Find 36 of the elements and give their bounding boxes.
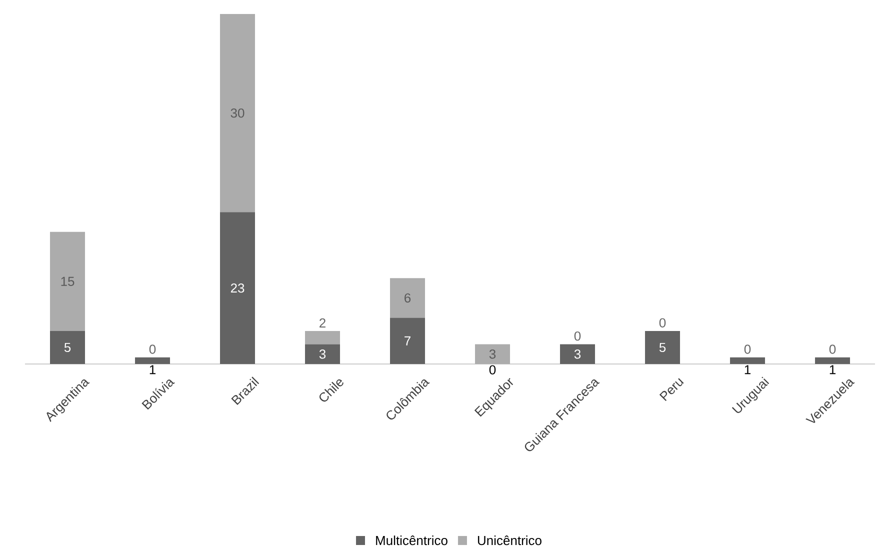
- data-label: 3: [574, 349, 581, 358]
- data-label: 3: [319, 349, 326, 358]
- data-label: 0: [574, 331, 581, 340]
- legend-label: Multicêntrico: [376, 535, 448, 545]
- bar: [305, 344, 340, 364]
- bar: [390, 318, 426, 364]
- data-label: 0: [149, 344, 156, 354]
- data-label: 0: [489, 364, 496, 374]
- bar: [475, 344, 510, 364]
- data-label: 1: [744, 364, 751, 374]
- data-label: 0: [659, 318, 666, 328]
- data-label: 23: [230, 283, 244, 292]
- bar: [220, 212, 256, 364]
- bar: [390, 278, 426, 318]
- bar: [305, 330, 340, 344]
- legend-label: Unicêntrico: [478, 535, 542, 545]
- data-label: 3: [489, 349, 496, 358]
- bar: [135, 357, 170, 364]
- data-label: 15: [61, 276, 74, 286]
- data-label: 5: [659, 342, 666, 352]
- data-label: 7: [404, 336, 410, 346]
- bar: [815, 357, 850, 364]
- bar: [50, 330, 86, 364]
- bar: [730, 357, 766, 364]
- data-label: 5: [64, 342, 71, 352]
- data-label: 30: [230, 108, 244, 118]
- bar: [220, 14, 256, 212]
- data-label: 1: [150, 364, 156, 374]
- data-label: 1: [830, 364, 836, 374]
- bar: [560, 344, 596, 364]
- data-label: 0: [744, 344, 751, 354]
- data-label: 0: [829, 344, 836, 354]
- bar: [645, 330, 680, 364]
- data-label: 2: [320, 318, 326, 328]
- data-label: 6: [404, 293, 411, 302]
- bar: [50, 232, 86, 331]
